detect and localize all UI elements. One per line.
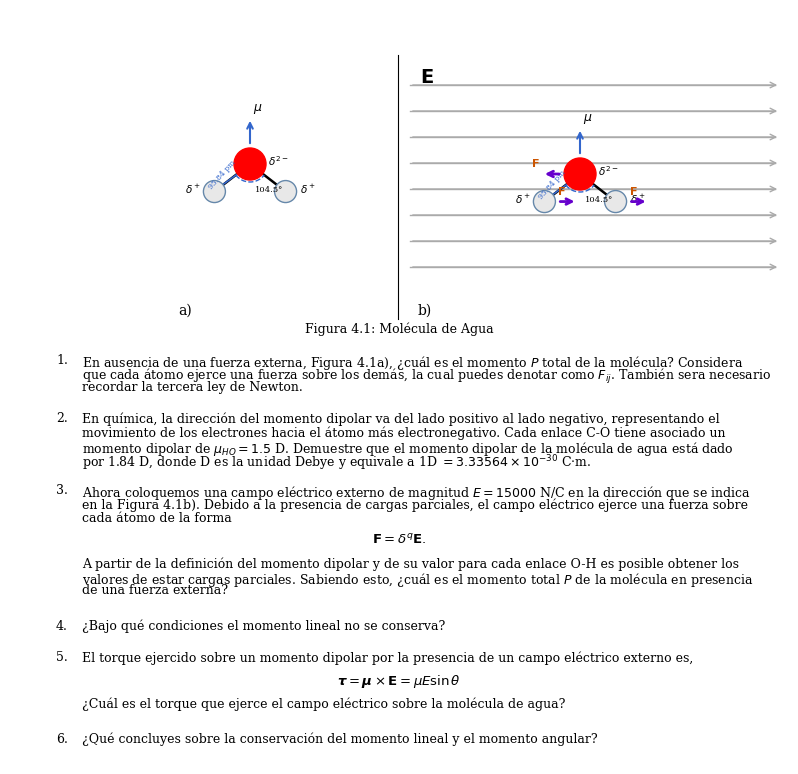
Text: $\mu$: $\mu$ — [583, 112, 593, 126]
Text: Figura 4.1: Molécula de Agua: Figura 4.1: Molécula de Agua — [305, 323, 493, 337]
Text: $\delta^+$: $\delta^+$ — [299, 183, 315, 196]
Text: de una fuerza externa?: de una fuerza externa? — [82, 584, 228, 598]
Text: $\delta^+$: $\delta^+$ — [184, 183, 200, 196]
Text: $\mathbf{E}$: $\mathbf{E}$ — [420, 69, 434, 87]
Circle shape — [533, 190, 555, 213]
Text: En ausencia de una fuerza externa, Figura 4.1a), ¿cuál es el momento $P$ total d: En ausencia de una fuerza externa, Figur… — [82, 354, 743, 372]
Text: En química, la dirección del momento dipolar va del lado positivo al lado negati: En química, la dirección del momento dip… — [82, 413, 720, 426]
Text: 5.: 5. — [56, 652, 68, 664]
Circle shape — [605, 190, 626, 213]
Text: $\delta^+$: $\delta^+$ — [515, 193, 531, 206]
Text: 2.: 2. — [56, 413, 68, 426]
Text: ¿Bajo qué condiciones el momento lineal no se conserva?: ¿Bajo qué condiciones el momento lineal … — [82, 620, 445, 633]
Text: momento dipolar de $\mu_{HO} = 1.5$ D. Demuestre que el momento dipolar de la mo: momento dipolar de $\mu_{HO} = 1.5$ D. D… — [82, 440, 734, 457]
Text: recordar la tercera ley de Newton.: recordar la tercera ley de Newton. — [82, 381, 302, 394]
Circle shape — [275, 180, 297, 203]
Text: cada átomo de la forma: cada átomo de la forma — [82, 512, 231, 525]
Text: a): a) — [178, 304, 192, 318]
Text: 1.: 1. — [56, 354, 68, 367]
Text: 104.5°: 104.5° — [585, 196, 613, 204]
Text: 104.5°: 104.5° — [255, 186, 283, 194]
Text: Ahora coloquemos una campo eléctrico externo de magnitud $E = 15000$ N/C en la d: Ahora coloquemos una campo eléctrico ext… — [82, 485, 751, 502]
Text: $\mathbf{F}$: $\mathbf{F}$ — [629, 184, 638, 197]
Text: por 1.84 D, donde D es la unidad Debye y equivale a 1D $= 3.33564 \times 10^{-30: por 1.84 D, donde D es la unidad Debye y… — [82, 453, 591, 473]
Text: 95.84 pm: 95.84 pm — [537, 169, 567, 201]
Text: A partir de la definición del momento dipolar y de su valor para cada enlace O-H: A partir de la definición del momento di… — [82, 557, 739, 571]
Text: $\mathbf{F}$: $\mathbf{F}$ — [558, 184, 566, 197]
Text: que cada átomo ejerce una fuerza sobre los demás, la cual puedes denotar como $F: que cada átomo ejerce una fuerza sobre l… — [82, 368, 771, 386]
Text: 3.: 3. — [56, 485, 68, 498]
Text: movimiento de los electrones hacia el átomo más electronegativo. Cada enlace C-O: movimiento de los electrones hacia el át… — [82, 426, 725, 440]
Text: $\mathbf{F} = \delta^q\mathbf{E}.$: $\mathbf{F} = \delta^q\mathbf{E}.$ — [372, 533, 426, 547]
Circle shape — [203, 180, 225, 203]
Text: $\mathbf{F}$: $\mathbf{F}$ — [531, 157, 540, 169]
Text: 6.: 6. — [56, 733, 68, 746]
Text: valores de estar cargas parciales. Sabiendo esto, ¿cuál es el momento total $P$ : valores de estar cargas parciales. Sabie… — [82, 571, 753, 589]
Text: $\delta^{2-}$: $\delta^{2-}$ — [268, 154, 288, 168]
Text: 4.: 4. — [56, 620, 68, 633]
Circle shape — [234, 148, 266, 180]
Circle shape — [564, 158, 596, 190]
Text: El torque ejercido sobre un momento dipolar por la presencia de un campo eléctri: El torque ejercido sobre un momento dipo… — [82, 652, 693, 665]
Text: en la Figura 4.1b). Debido a la presencia de cargas parciales, el campo eléctric: en la Figura 4.1b). Debido a la presenci… — [82, 498, 748, 512]
Text: $\boldsymbol{\tau} = \boldsymbol{\mu} \times \mathbf{E} = \mu E \sin\theta$: $\boldsymbol{\tau} = \boldsymbol{\mu} \t… — [337, 673, 461, 690]
Text: 95.84 pm: 95.84 pm — [207, 159, 237, 191]
Text: $\delta^+$: $\delta^+$ — [630, 193, 646, 206]
Text: ¿Cuál es el torque que ejerce el campo eléctrico sobre la molécula de agua?: ¿Cuál es el torque que ejerce el campo e… — [82, 697, 565, 711]
Text: b): b) — [418, 304, 433, 318]
Text: $\mu$: $\mu$ — [253, 102, 263, 116]
Text: ¿Qué concluyes sobre la conservación del momento lineal y el momento angular?: ¿Qué concluyes sobre la conservación del… — [82, 733, 598, 746]
Text: $\delta^{2-}$: $\delta^{2-}$ — [598, 164, 618, 178]
